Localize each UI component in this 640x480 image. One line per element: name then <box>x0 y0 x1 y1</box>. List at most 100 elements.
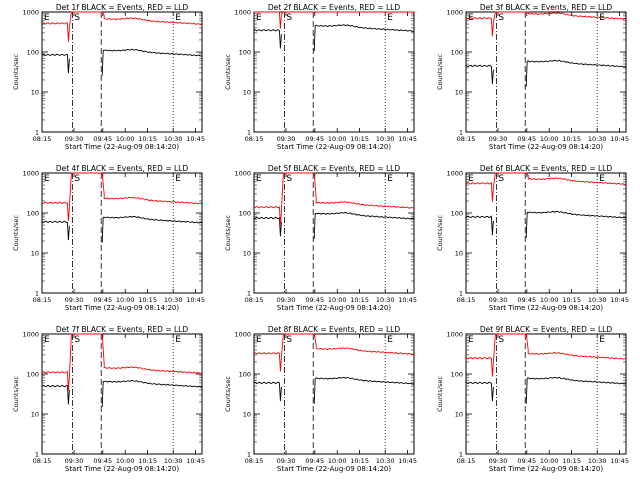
x-axis-label: Start Time (22-Aug-09 08:14:20) <box>489 465 603 473</box>
lld-series-line <box>41 11 203 42</box>
y-tick-label: 10 <box>31 250 39 258</box>
x-tick-label: 10:30 <box>376 296 395 304</box>
plot-frame <box>41 333 203 455</box>
x-tick-label: 10:30 <box>164 135 183 143</box>
plot-frame <box>253 172 415 294</box>
plot-frame <box>41 11 203 133</box>
x-axis-label: Start Time (22-Aug-09 08:14:20) <box>277 465 391 473</box>
events-series-line <box>253 24 415 52</box>
events-series-line <box>41 379 203 408</box>
x-tick-label: 08:15 <box>245 296 264 304</box>
x-tick-label: 08:15 <box>33 135 52 143</box>
y-tick-label: 10 <box>455 411 463 419</box>
x-tick-label: 10:00 <box>328 457 347 465</box>
x-tick-label: 08:15 <box>33 296 52 304</box>
panel-4: Det 4f BLACK = Events, RED = LLD 1 10 100 10… <box>12 164 205 312</box>
y-tick-label: 1000 <box>234 331 251 339</box>
panel-1: Det 1f BLACK = Events, RED = LLD 1 10 100 10… <box>12 3 205 151</box>
events-series-line <box>41 48 203 76</box>
marker-label: E <box>468 174 474 184</box>
x-tick-label: 10:30 <box>164 457 183 465</box>
x-axis-label: Start Time (22-Aug-09 08:14:20) <box>277 304 391 312</box>
x-tick-label: 10:00 <box>540 296 559 304</box>
events-series-line <box>465 210 627 238</box>
lld-series-line <box>465 11 627 37</box>
x-tick-label: 09:45 <box>517 135 536 143</box>
x-tick-label: 08:15 <box>457 135 476 143</box>
x-tick-label: 10:15 <box>138 457 157 465</box>
panel-title: Det 7f BLACK = Events, RED = LLD <box>56 325 189 334</box>
x-tick-label: 08:15 <box>245 457 264 465</box>
y-axis-label: Counts/sec <box>436 376 444 412</box>
y-axis-label: Counts/sec <box>12 215 20 251</box>
marker-label: E <box>387 13 393 23</box>
plot-frame <box>465 333 627 455</box>
x-tick-label: 09:30 <box>277 457 296 465</box>
x-axis-label: Start Time (22-Aug-09 08:14:20) <box>489 143 603 151</box>
y-axis-label: Counts/sec <box>224 54 232 90</box>
x-tick-label: 09:45 <box>305 135 324 143</box>
y-tick-label: 1 <box>459 290 463 298</box>
y-tick-label: 100 <box>451 210 463 218</box>
panel-title: Det 4f BLACK = Events, RED = LLD <box>56 164 189 173</box>
y-tick-label: 1 <box>35 451 39 459</box>
x-tick-label: 09:30 <box>489 135 508 143</box>
y-axis-label: Counts/sec <box>224 215 232 251</box>
panel-9: Det 9f BLACK = Events, RED = LLD 1 10 100 10… <box>436 325 629 473</box>
marker-label: E <box>175 174 181 184</box>
y-tick-label: 1 <box>247 290 251 298</box>
y-axis-label: Counts/sec <box>12 376 20 412</box>
marker-label: S <box>286 13 292 23</box>
y-tick-label: 100 <box>239 49 251 57</box>
y-tick-label: 1000 <box>446 331 463 339</box>
x-tick-label: 08:15 <box>457 457 476 465</box>
y-tick-label: 10 <box>31 411 39 419</box>
x-tick-label: 10:45 <box>610 457 629 465</box>
x-tick-label: 09:30 <box>277 296 296 304</box>
x-tick-label: 09:45 <box>305 296 324 304</box>
x-axis-label: Start Time (22-Aug-09 08:14:20) <box>277 143 391 151</box>
y-tick-label: 10 <box>243 411 251 419</box>
x-axis-label: Start Time (22-Aug-09 08:14:20) <box>65 143 179 151</box>
marker-label: S <box>498 13 504 23</box>
lld-series-line <box>41 172 203 222</box>
lld-series-line <box>41 333 203 391</box>
y-tick-label: 10 <box>455 250 463 258</box>
plot-frame <box>465 172 627 294</box>
marker-label: E <box>256 13 262 23</box>
y-tick-label: 1000 <box>446 170 463 178</box>
panel-title: Det 3f BLACK = Events, RED = LLD <box>480 3 613 12</box>
events-series-line <box>465 376 627 404</box>
y-tick-label: 10 <box>243 89 251 97</box>
marker-label: E <box>256 335 262 345</box>
x-tick-label: 09:30 <box>65 135 84 143</box>
events-series-line <box>253 211 415 239</box>
marker-label: E <box>175 335 181 345</box>
x-tick-label: 10:00 <box>116 296 135 304</box>
lld-series-line <box>254 11 414 29</box>
x-tick-label: 10:15 <box>138 135 157 143</box>
marker-label: E <box>599 335 605 345</box>
y-tick-label: 100 <box>27 210 39 218</box>
y-axis-label: Counts/sec <box>436 54 444 90</box>
x-tick-label: 10:30 <box>588 296 607 304</box>
panel-6: Det 6f BLACK = Events, RED = LLD 1 10 100 10… <box>436 164 629 312</box>
panel-7: Det 7f BLACK = Events, RED = LLD 1 10 100 10… <box>12 325 205 473</box>
x-tick-label: 09:45 <box>517 457 536 465</box>
panel-title: Det 9f BLACK = Events, RED = LLD <box>480 325 613 334</box>
x-tick-label: 09:45 <box>93 135 112 143</box>
y-tick-label: 1 <box>247 451 251 459</box>
plot-frame <box>253 333 415 455</box>
x-tick-label: 09:30 <box>65 296 84 304</box>
y-tick-label: 1 <box>459 451 463 459</box>
x-tick-label: 09:45 <box>93 457 112 465</box>
x-tick-label: 10:00 <box>540 457 559 465</box>
x-tick-label: 10:30 <box>164 296 183 304</box>
y-tick-label: 100 <box>27 49 39 57</box>
lld-series-line <box>254 333 415 372</box>
panel-title: Det 5f BLACK = Events, RED = LLD <box>268 164 401 173</box>
marker-label: E <box>599 174 605 184</box>
plot-frame <box>41 172 203 294</box>
x-axis-label: Start Time (22-Aug-09 08:14:20) <box>65 465 179 473</box>
